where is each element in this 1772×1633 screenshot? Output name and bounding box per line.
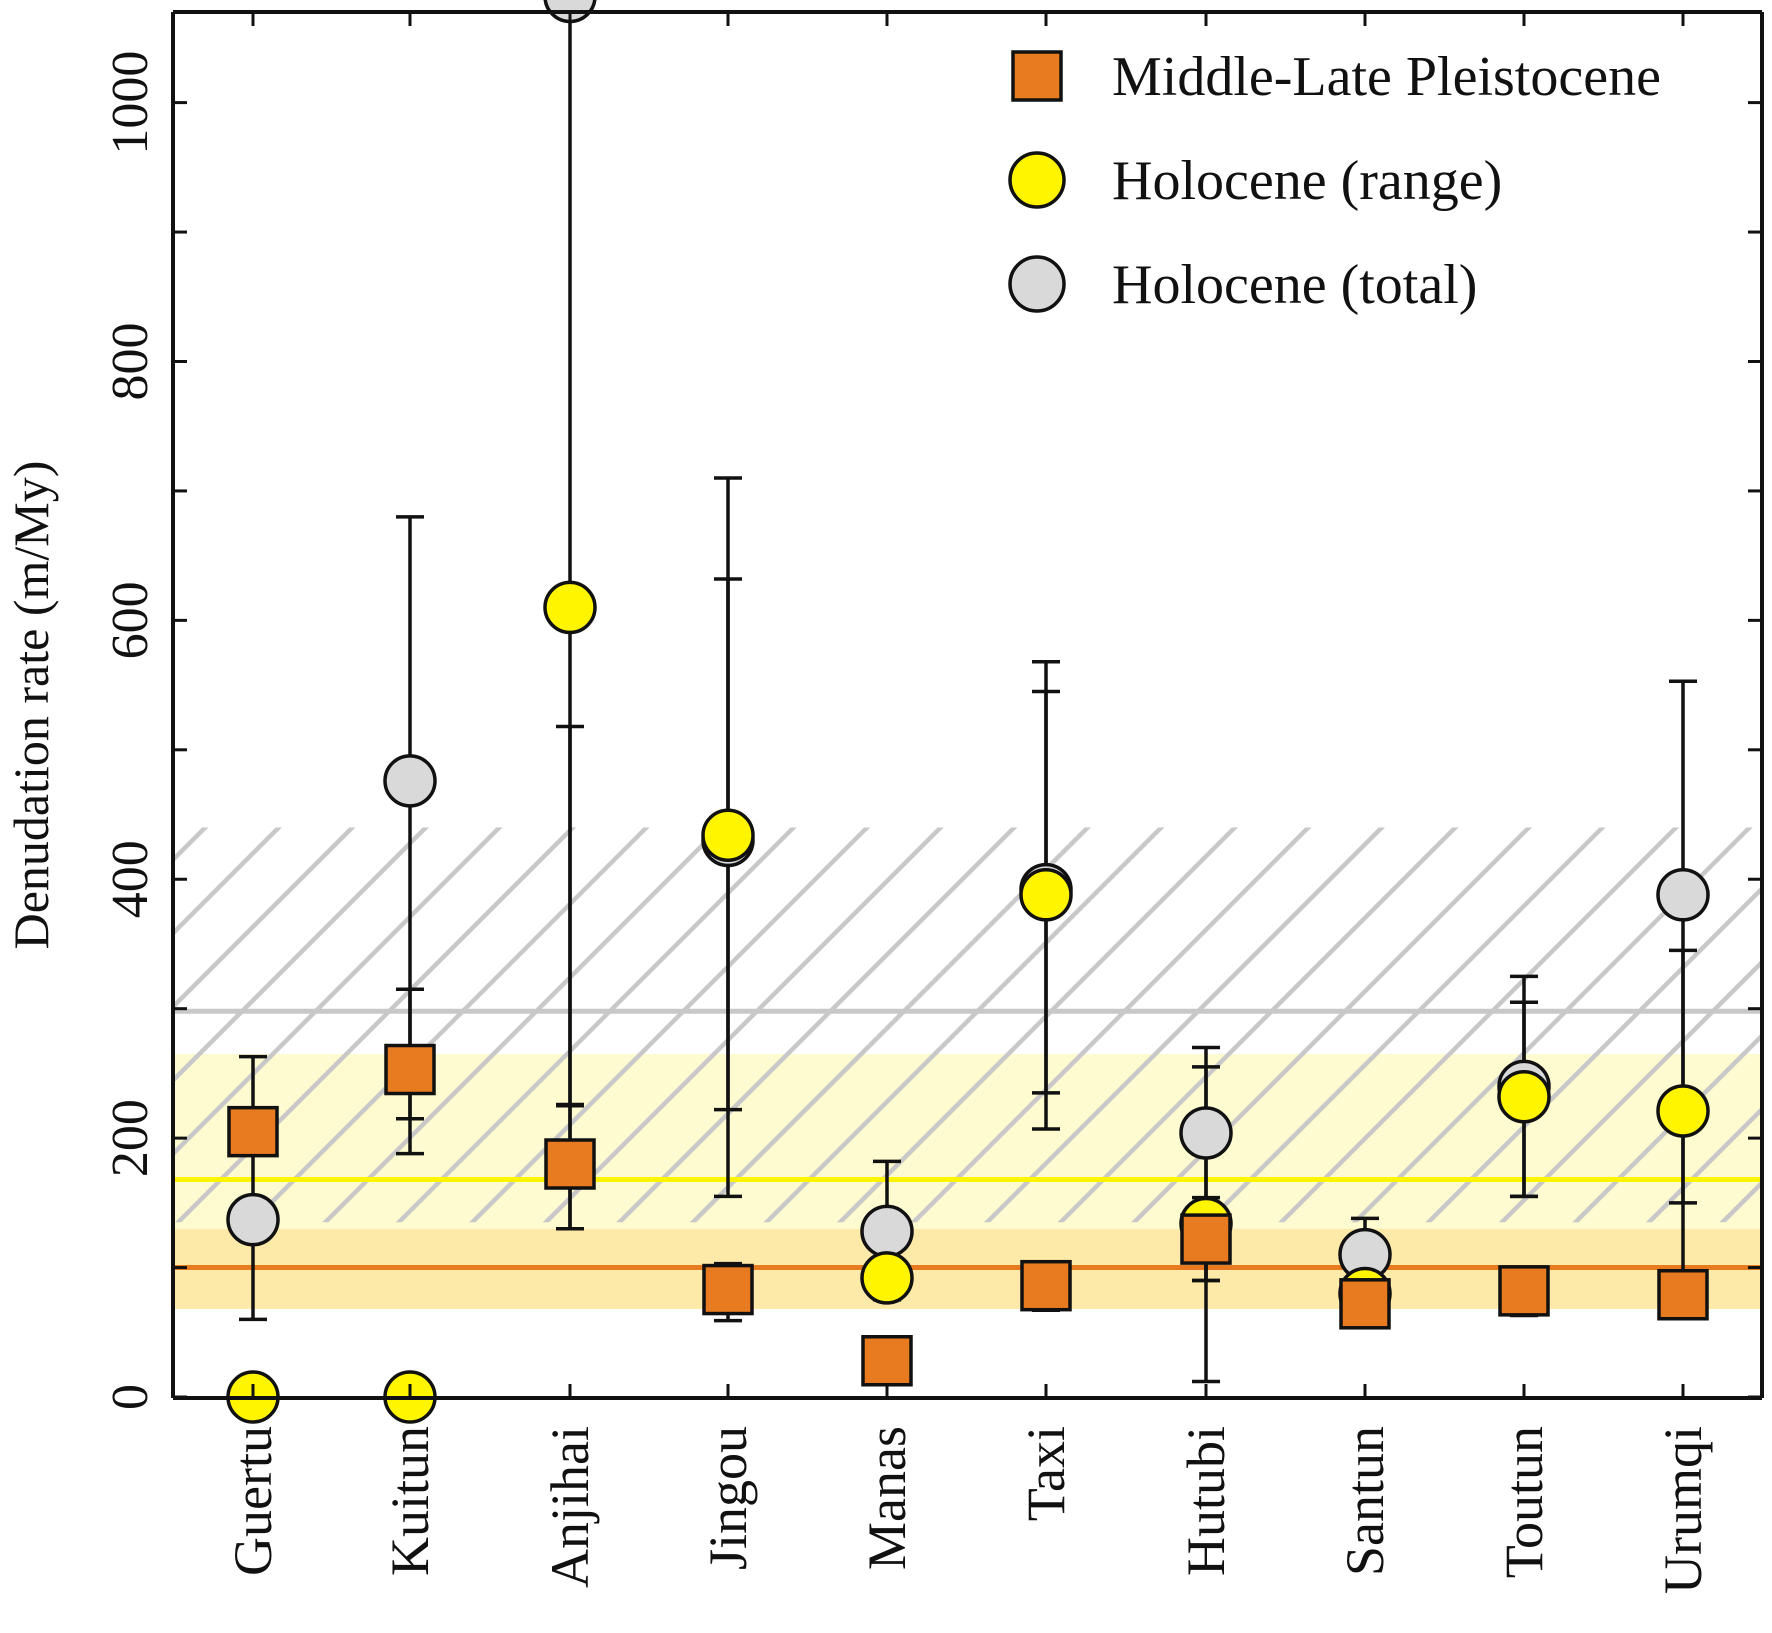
pleistocene-point xyxy=(544,1138,596,1190)
category-label: Guertu xyxy=(223,1426,283,1576)
holocene-total-point xyxy=(226,1192,280,1247)
legend-swatch-pleistocene xyxy=(1011,50,1063,102)
reference-bands xyxy=(173,827,1762,1309)
category-label: Kuitun xyxy=(380,1426,440,1576)
y-tick-label: 1000 xyxy=(102,51,159,155)
pleistocene-point xyxy=(861,1335,913,1387)
category-label: Taxi xyxy=(1016,1426,1076,1521)
holocene-range-point xyxy=(1497,1069,1551,1124)
band-hatched xyxy=(173,827,1762,1223)
holocene-range-point xyxy=(860,1251,914,1305)
legend-swatch-holocene-range xyxy=(1008,151,1066,209)
holocene-total-point xyxy=(860,1204,914,1259)
y-tick-label: 800 xyxy=(102,322,159,400)
holocene-total-point xyxy=(1656,868,1710,922)
category-label: Jingou xyxy=(698,1426,758,1570)
category-label: Toutun xyxy=(1494,1426,1554,1578)
data-markers xyxy=(226,0,1710,1424)
legend-label: Middle-Late Pleistocene xyxy=(1112,46,1661,108)
holocene-total-point xyxy=(383,754,437,808)
legend-swatch-holocene-total xyxy=(1008,255,1066,313)
category-label: Anjihai xyxy=(540,1426,600,1588)
y-axis-ticks: 0 200 400 600 800 1000 xyxy=(102,51,1762,1410)
holocene-range-point xyxy=(1019,868,1073,922)
x-axis-categories: Guertu Kuitun Anjihai Jingou Manas Taxi Hutubi… xyxy=(223,12,1713,1594)
category-label: Manas xyxy=(857,1426,917,1570)
pleistocene-point xyxy=(384,1043,436,1096)
y-tick-label: 400 xyxy=(102,840,159,918)
y-axis-title: Denudation rate (m/My) xyxy=(3,461,59,950)
y-tick-label: 200 xyxy=(102,1099,159,1177)
category-label: Urumqi xyxy=(1653,1426,1713,1594)
holocene-range-point xyxy=(543,580,597,635)
pleistocene-point xyxy=(227,1105,279,1158)
pleistocene-point xyxy=(1020,1259,1072,1312)
holocene-range-point xyxy=(701,808,755,862)
category-label: Santun xyxy=(1335,1426,1395,1576)
axes xyxy=(171,10,1764,1400)
legend: Middle-Late Pleistocene Holocene (range) H… xyxy=(1008,46,1661,316)
pleistocene-point xyxy=(1657,1268,1709,1321)
pleistocene-point xyxy=(1339,1278,1391,1330)
category-label: Hutubi xyxy=(1176,1426,1236,1576)
pleistocene-point xyxy=(702,1263,754,1316)
holocene-range-point xyxy=(1656,1084,1710,1138)
legend-label: Holocene (total) xyxy=(1112,254,1477,316)
y-tick-label: 0 xyxy=(102,1384,159,1410)
pleistocene-point xyxy=(1180,1213,1232,1265)
y-tick-label: 600 xyxy=(102,581,159,659)
holocene-total-point xyxy=(1179,1106,1233,1160)
legend-label: Holocene (range) xyxy=(1112,150,1502,212)
pleistocene-point xyxy=(1498,1265,1550,1317)
